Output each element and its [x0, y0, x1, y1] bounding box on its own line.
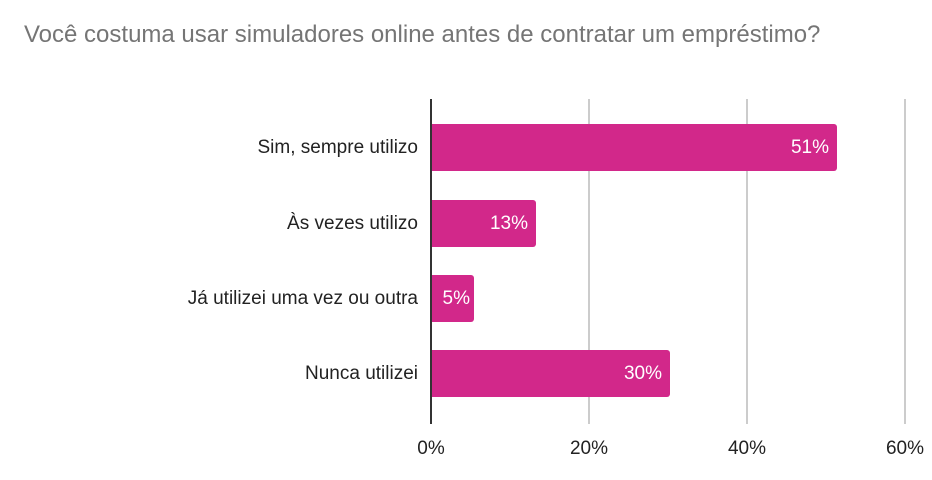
- chart-title: Você costuma usar simuladores online ant…: [24, 21, 821, 48]
- category-label: Já utilizei uma vez ou outra: [187, 288, 418, 309]
- x-tick-label: 40%: [727, 438, 767, 459]
- gridline-40: [746, 99, 748, 424]
- bar-value-label: 30%: [623, 363, 662, 384]
- x-tick-label: 60%: [885, 438, 925, 459]
- x-tick-label: 20%: [569, 438, 609, 459]
- bar-ja-utilizei: 5%: [431, 275, 474, 322]
- category-label: Sim, sempre utilizo: [257, 137, 419, 158]
- bar-value-label: 5%: [442, 288, 470, 309]
- y-axis-line: [430, 99, 432, 424]
- category-label: Às vezes utilizo: [287, 213, 418, 234]
- gridline-60: [904, 99, 906, 424]
- bar-value-label: 13%: [489, 213, 528, 234]
- bar-as-vezes: 13%: [431, 200, 536, 247]
- x-tick-label: 0%: [417, 438, 445, 459]
- bar-sim-sempre: 51%: [431, 124, 837, 171]
- gridline-20: [588, 99, 590, 424]
- bar-nunca: 30%: [431, 350, 670, 397]
- bar-value-label: 51%: [790, 137, 829, 158]
- category-label: Nunca utilizei: [305, 363, 418, 384]
